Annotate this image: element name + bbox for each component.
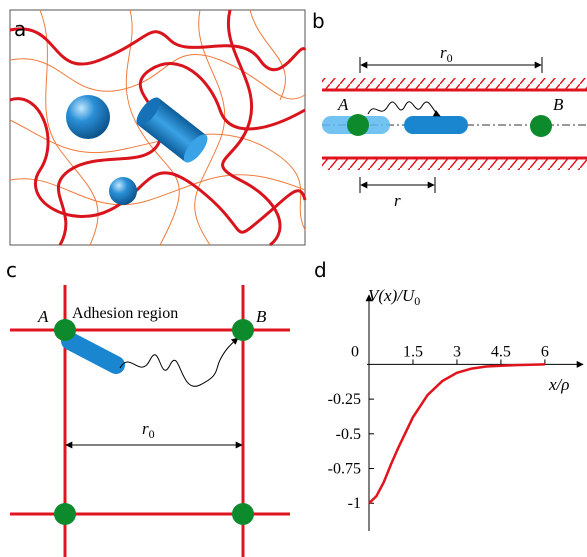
path	[120, 338, 238, 386]
y-tick-label: -0.25	[328, 391, 361, 408]
r0-label: r0	[142, 419, 155, 441]
panel-b: b r0 A B r	[312, 9, 587, 210]
hatch	[322, 78, 587, 90]
x-tick-label: 0	[351, 343, 359, 360]
x-tick-label: 6	[541, 343, 549, 360]
x-tick-label: 4.5	[491, 343, 511, 360]
path	[368, 102, 440, 116]
sphere	[66, 95, 110, 139]
panel-label: c	[6, 258, 17, 282]
curve	[369, 364, 545, 503]
r-label: r	[394, 191, 401, 210]
panel-a: a	[10, 10, 305, 245]
panel-label: d	[314, 258, 327, 282]
panel-d: d V(x)/U0 x/ρ 0 1.5 3 4.5 6 -1 -0.75 -0.5 -0.25	[314, 258, 583, 531]
site	[530, 115, 552, 137]
panel-label: a	[14, 17, 26, 41]
y-tick-label: -0.75	[328, 461, 361, 478]
y-tick-label: -0.5	[336, 426, 361, 443]
panel-label: b	[312, 9, 325, 33]
region-label: Adhesion region	[72, 305, 178, 322]
r0-label: r0	[440, 43, 453, 65]
capsule	[404, 116, 468, 134]
sphere	[109, 177, 137, 205]
x-axis-label: x/ρ	[548, 375, 569, 394]
y-axis-label: V(x)/U0	[368, 286, 420, 308]
y-tick-label: -1	[348, 495, 361, 512]
x-tick-label: 1.5	[403, 343, 423, 360]
capsule	[70, 341, 116, 365]
site	[347, 114, 369, 136]
panel-c: c A B Adhesion region r0	[6, 258, 290, 557]
point-a: A	[337, 95, 349, 114]
figure: a b r0 A B r c A B Adhesion region r0 d …	[0, 0, 587, 557]
point-b: B	[256, 307, 267, 326]
hatch	[322, 158, 587, 170]
point-b: B	[553, 95, 564, 114]
x-tick-label: 3	[453, 343, 461, 360]
point-a: A	[37, 307, 49, 326]
